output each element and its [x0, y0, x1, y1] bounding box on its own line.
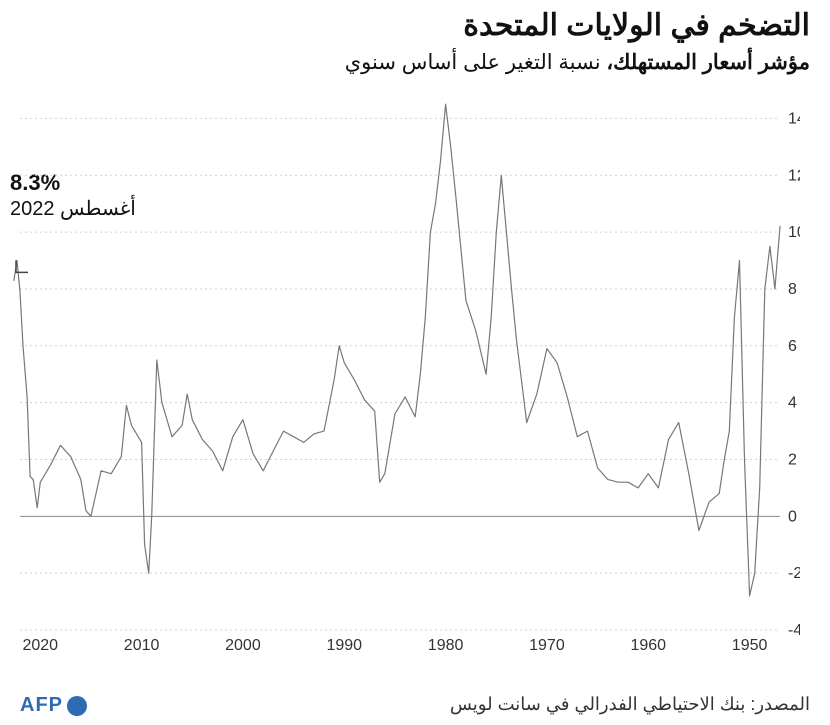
svg-text:-4: -4	[788, 622, 800, 639]
chart-subtitle: مؤشر أسعار المستهلك، نسبة التغير على أسا…	[345, 50, 810, 75]
subtitle-rest: نسبة التغير على أساس سنوي	[345, 51, 607, 74]
svg-text:-2: -2	[788, 565, 800, 582]
svg-text:1950: 1950	[732, 637, 768, 650]
chart-area: -4 -2 0 2 4 6 8 10 12 14 1950 1960 1970 1980 1990 2000 2…	[10, 90, 800, 650]
svg-text:2020: 2020	[22, 637, 58, 650]
svg-text:1960: 1960	[630, 637, 666, 650]
chart-title: التضخم في الولايات المتحدة	[463, 8, 810, 43]
svg-text:4: 4	[788, 395, 797, 412]
line-chart-svg: -4 -2 0 2 4 6 8 10 12 14 1950 1960 1970 1980 1990 2000 2…	[10, 90, 800, 650]
svg-text:1990: 1990	[326, 637, 362, 650]
svg-text:2: 2	[788, 451, 797, 468]
svg-text:6: 6	[788, 338, 797, 355]
svg-text:14: 14	[788, 110, 800, 127]
subtitle-bold: مؤشر أسعار المستهلك،	[606, 51, 810, 74]
svg-text:12: 12	[788, 167, 800, 184]
figure: التضخم في الولايات المتحدة مؤشر أسعار ال…	[0, 0, 830, 725]
afp-logo-text: AFP	[20, 694, 63, 717]
afp-logo: AFP	[20, 694, 87, 717]
svg-text:8: 8	[788, 281, 797, 298]
svg-text:10: 10	[788, 224, 800, 241]
svg-text:1970: 1970	[529, 637, 565, 650]
afp-logo-dot-icon	[67, 696, 87, 716]
svg-text:2000: 2000	[225, 637, 261, 650]
svg-text:1980: 1980	[428, 637, 464, 650]
svg-text:2010: 2010	[124, 637, 160, 650]
source-credit: المصدر: بنك الاحتياطي الفدرالي في سانت ل…	[450, 694, 810, 715]
svg-text:0: 0	[788, 508, 797, 525]
